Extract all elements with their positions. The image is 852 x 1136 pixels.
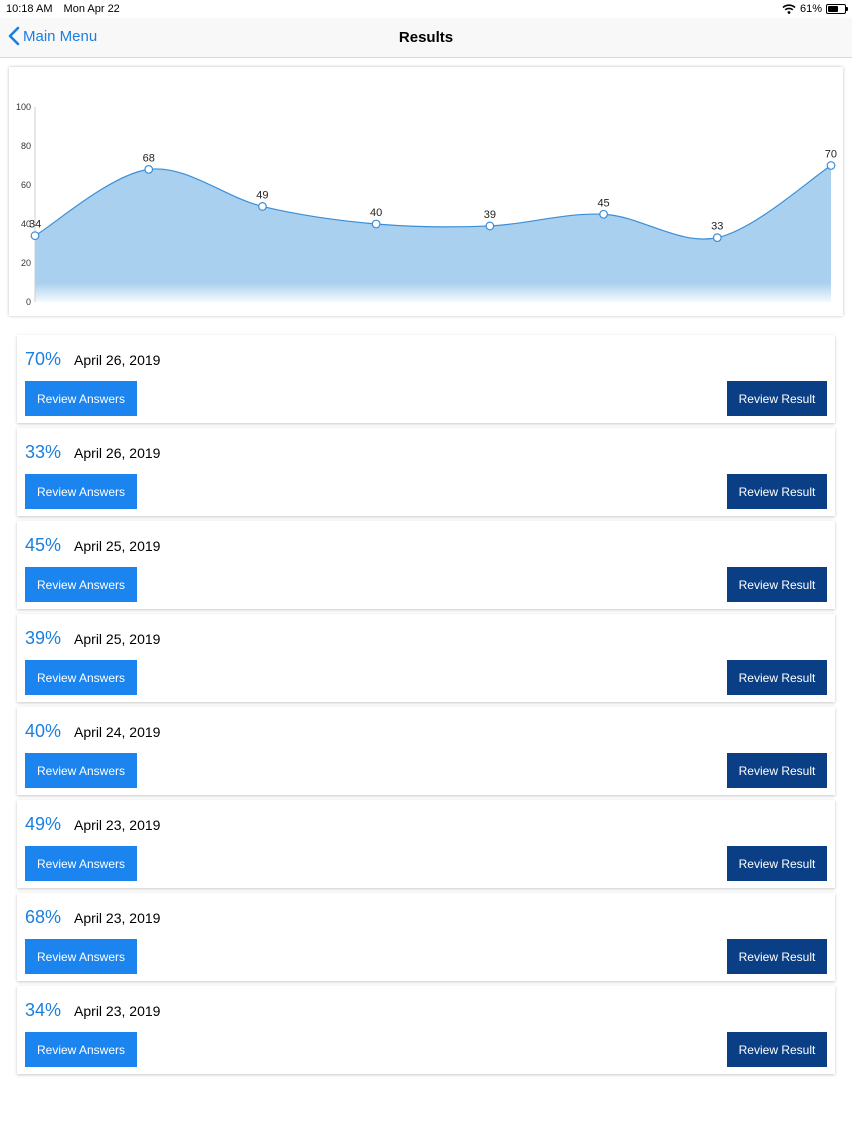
result-percent: 33% <box>25 442 62 462</box>
page-title: Results <box>398 29 454 46</box>
result-percent: 70% <box>25 349 62 369</box>
result-card: 39% April 25, 2019 Review Answers Review Re… <box>17 614 835 702</box>
y-tick-label: 80 <box>21 141 31 151</box>
review-result-button[interactable]: Review Result <box>727 474 827 509</box>
status-time: 10:18 AM <box>6 3 53 15</box>
result-date: April 26, 2019 <box>74 445 161 461</box>
review-answers-button[interactable]: Review Answers <box>25 939 137 974</box>
y-tick-label: 20 <box>21 258 31 268</box>
review-answers-button[interactable]: Review Answers <box>25 753 137 788</box>
y-tick-label: 100 <box>16 102 31 112</box>
data-label: 40 <box>370 207 382 219</box>
review-result-button[interactable]: Review Result <box>727 567 827 602</box>
review-answers-button[interactable]: Review Answers <box>25 381 137 416</box>
data-point <box>485 221 495 231</box>
result-card: 33% April 26, 2019 Review Answers Review Re… <box>17 428 835 516</box>
result-card: 49% April 23, 2019 Review Answers Review Re… <box>17 800 835 888</box>
review-result-button[interactable]: Review Result <box>727 939 827 974</box>
result-header: 70% April 26, 2019 <box>25 349 160 370</box>
back-button[interactable]: Main Menu <box>8 26 97 46</box>
battery-icon <box>826 4 848 14</box>
review-result-button[interactable]: Review Result <box>727 660 827 695</box>
data-point <box>371 219 381 229</box>
wifi-icon <box>782 4 796 14</box>
review-answers-button[interactable]: Review Answers <box>25 1032 137 1067</box>
data-label: 39 <box>484 209 496 221</box>
result-date: April 25, 2019 <box>74 538 161 554</box>
data-point <box>144 164 154 174</box>
chevron-left-icon <box>8 26 20 46</box>
data-point <box>258 202 267 211</box>
result-header: 33% April 26, 2019 <box>25 442 160 463</box>
status-bar: 10:18 AM Mon Apr 22 61% <box>0 0 852 18</box>
result-percent: 39% <box>25 628 62 648</box>
result-percent: 40% <box>25 721 62 741</box>
results-chart: 0 20 40 60 80 100 34 68 49 40 39 45 33 70 <box>9 67 843 316</box>
result-percent: 34% <box>25 1000 62 1020</box>
review-answers-button[interactable]: Review Answers <box>25 660 137 695</box>
navigation-bar: Main Menu Results <box>0 18 852 58</box>
y-tick-label: 60 <box>21 180 31 190</box>
result-header: 40% April 24, 2019 <box>25 721 160 742</box>
data-label: 45 <box>597 197 609 209</box>
y-tick-label: 0 <box>26 297 31 307</box>
result-card: 70% April 26, 2019 Review Answers Review Re… <box>17 335 835 423</box>
status-date: Mon Apr 22 <box>63 3 120 15</box>
review-answers-button[interactable]: Review Answers <box>25 846 137 881</box>
battery-percent: 61% <box>799 3 822 15</box>
result-percent: 68% <box>25 907 62 927</box>
data-label: 68 <box>143 152 155 164</box>
data-point <box>712 233 722 243</box>
result-header: 45% April 25, 2019 <box>25 535 160 556</box>
result-date: April 23, 2019 <box>74 910 161 926</box>
results-list: 70% April 26, 2019 Review Answers Review Re… <box>17 335 835 1079</box>
chart-svg: 0 20 40 60 80 100 34 68 49 40 39 45 33 70 <box>16 102 837 307</box>
data-label: 49 <box>256 189 268 201</box>
review-answers-button[interactable]: Review Answers <box>25 567 137 602</box>
result-header: 34% April 23, 2019 <box>25 1000 160 1021</box>
result-date: April 25, 2019 <box>74 631 161 647</box>
review-result-button[interactable]: Review Result <box>727 753 827 788</box>
review-result-button[interactable]: Review Result <box>727 846 827 881</box>
status-right: 61% <box>782 3 848 15</box>
result-header: 49% April 23, 2019 <box>25 814 160 835</box>
result-card: 45% April 25, 2019 Review Answers Review Re… <box>17 521 835 609</box>
result-date: April 23, 2019 <box>74 1003 161 1019</box>
data-point <box>599 209 608 219</box>
result-date: April 24, 2019 <box>74 724 161 740</box>
status-left: 10:18 AM Mon Apr 22 <box>6 3 128 15</box>
result-header: 39% April 25, 2019 <box>25 628 160 649</box>
result-card: 68% April 23, 2019 Review Answers Review Re… <box>17 893 835 981</box>
result-card: 40% April 24, 2019 Review Answers Review Re… <box>17 707 835 795</box>
data-label: 33 <box>711 221 723 233</box>
review-result-button[interactable]: Review Result <box>727 381 827 416</box>
series-line <box>34 164 832 240</box>
result-percent: 45% <box>25 535 62 555</box>
result-percent: 49% <box>25 814 62 834</box>
review-answers-button[interactable]: Review Answers <box>25 474 137 509</box>
data-point <box>826 161 836 170</box>
data-point <box>30 231 40 241</box>
result-card: 34% April 23, 2019 Review Answers Review Re… <box>17 986 835 1074</box>
data-label: 70 <box>825 149 837 161</box>
result-date: April 23, 2019 <box>74 817 161 833</box>
area-fill <box>35 165 831 302</box>
back-button-label: Main Menu <box>23 27 98 45</box>
review-result-button[interactable]: Review Result <box>727 1032 827 1067</box>
result-date: April 26, 2019 <box>74 352 161 368</box>
data-label: 34 <box>29 219 41 231</box>
result-header: 68% April 23, 2019 <box>25 907 160 928</box>
y-tick-label: 40 <box>21 219 31 229</box>
